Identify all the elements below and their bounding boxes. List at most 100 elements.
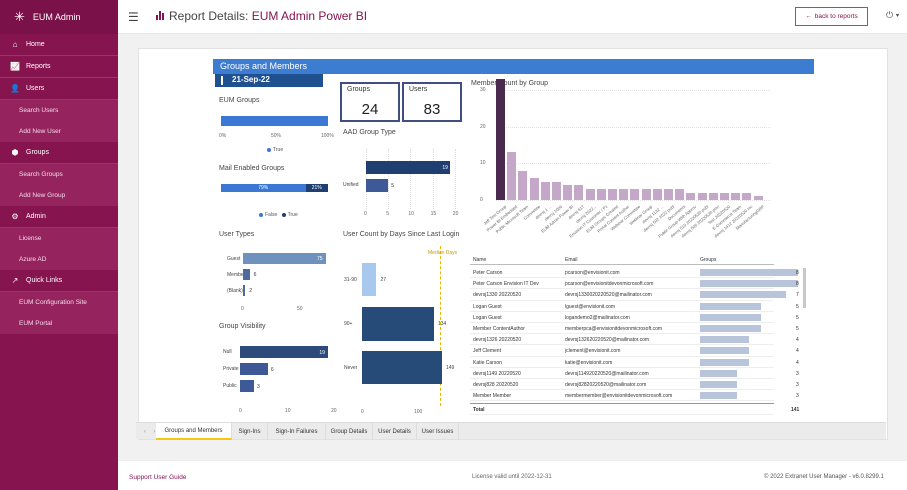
mc-bar[interactable]: [574, 185, 584, 200]
mc-bar[interactable]: [675, 189, 685, 200]
sidebar-item-eum-configuration-site[interactable]: EUM Configuration Site: [0, 292, 118, 313]
mc-bar[interactable]: [742, 192, 752, 200]
sidebar-item-reports[interactable]: 📈 Reports: [0, 56, 118, 78]
sidebar-item-eum-portal[interactable]: EUM Portal: [0, 313, 118, 334]
tab-user-issues[interactable]: User Issues: [417, 423, 459, 440]
days-bar[interactable]: [362, 307, 434, 341]
aad-tick: 15: [430, 211, 437, 217]
table-cell-email: pcarson@envisionitdevonmicrosoft.com: [565, 281, 654, 288]
visibility-tick: 10: [285, 408, 291, 414]
user-guide-link[interactable]: User Guide: [153, 474, 187, 481]
aad-bar[interactable]: [366, 179, 389, 192]
table-row[interactable]: devrsj1330 20220520 devrsj1330020220520@m…: [470, 289, 799, 301]
mc-bar[interactable]: [496, 79, 505, 200]
table-row[interactable]: devrsj828 20220520 devrsj82820220520@mail…: [470, 379, 799, 391]
table-row[interactable]: Member Member membermember@envisionitdevo…: [470, 390, 799, 402]
tab-group-details[interactable]: Group Details: [326, 423, 373, 440]
sidebar-item-azure-ad[interactable]: Azure AD: [0, 249, 118, 270]
aad-gridline: [454, 149, 456, 209]
tab-sign-ins[interactable]: Sign-Ins: [232, 423, 268, 440]
table-row[interactable]: devrsj1326 20220520 devrsj132620220520@ma…: [470, 334, 799, 346]
mc-bar[interactable]: [697, 192, 707, 200]
back-to-reports-button[interactable]: ← back to reports: [795, 7, 868, 26]
days-bar[interactable]: [362, 263, 377, 296]
table-row[interactable]: Katie Carson katie@envisionit.com 4: [470, 357, 799, 368]
tab-groups-and-members[interactable]: Groups and Members: [156, 423, 232, 440]
table-header[interactable]: Groups: [700, 257, 717, 263]
table-cell-email: devrsj1330020220520@mailinator.com: [565, 292, 652, 299]
mc-bar[interactable]: [529, 178, 539, 200]
eum-groups-bar[interactable]: [221, 116, 328, 126]
mc-bar[interactable]: [540, 181, 550, 200]
sidebar-item-groups[interactable]: ⬢ Groups: [0, 142, 118, 164]
groups-kpi-card[interactable]: Groups 24: [340, 82, 400, 122]
mc-bar[interactable]: [686, 192, 696, 200]
table-scrollbar[interactable]: [803, 268, 806, 308]
aad-bar[interactable]: [366, 161, 451, 174]
table-row[interactable]: Peter Carson Envision IT Dev pcarson@envi…: [470, 278, 799, 290]
tab-prev-icon[interactable]: ‹: [144, 428, 146, 435]
visibility-bar[interactable]: [240, 346, 329, 358]
mc-bar[interactable]: [608, 189, 617, 200]
table-row[interactable]: Member ContentAuthor memberpca@envisionit…: [470, 323, 799, 335]
tab-user-details[interactable]: User Details: [373, 423, 417, 440]
visibility-bar[interactable]: [240, 363, 268, 375]
mail-true-bar[interactable]: 21%: [305, 184, 328, 192]
mc-bar[interactable]: [630, 189, 640, 200]
users-kpi-card[interactable]: Users 83: [402, 82, 462, 122]
table-row[interactable]: Jeff Clement jclement@envisionit.com 4: [470, 345, 799, 357]
sidebar-item-license[interactable]: License: [0, 228, 118, 249]
visibility-value: 6: [270, 367, 274, 373]
table-cell-name: devrsj1326 20220520: [473, 337, 522, 344]
mc-bar[interactable]: [563, 185, 573, 200]
groups-kpi-label: Groups: [347, 86, 370, 93]
eum-legend-label: True: [273, 147, 284, 153]
table-row[interactable]: Peter Carson pcarson@envisionit.com 8: [470, 267, 799, 279]
sidebar-item-quick-links[interactable]: ↗ Quick Links: [0, 270, 118, 292]
mc-bar[interactable]: [641, 189, 651, 200]
hamburger-menu-icon[interactable]: ☰: [128, 10, 139, 24]
mc-bar[interactable]: [731, 192, 741, 200]
table-row[interactable]: devrsj1149 20220520 devrsj114920220520@ma…: [470, 368, 799, 379]
mc-bar[interactable]: [708, 192, 718, 200]
table-row[interactable]: Logan Guest lguest@envisionit.com 5: [470, 301, 799, 312]
sidebar-item-search-groups[interactable]: Search Groups: [0, 164, 118, 185]
mc-bar[interactable]: [619, 189, 629, 200]
mc-bar[interactable]: [596, 189, 606, 200]
sidebar-item-label: Home: [26, 41, 45, 48]
sidebar-item-admin[interactable]: ⚙ Admin: [0, 206, 118, 228]
home-icon: ⌂: [12, 40, 18, 49]
table-cell-groups: 7: [796, 292, 799, 299]
sidebar-item-add-new-group[interactable]: Add New Group: [0, 185, 118, 206]
mc-bar[interactable]: [552, 181, 561, 200]
mail-false-bar[interactable]: 79%: [221, 184, 306, 192]
support-link[interactable]: Support: [129, 474, 152, 481]
table-cell-email: lguest@envisionit.com: [565, 303, 616, 310]
user-type-bar[interactable]: [243, 269, 250, 280]
table-header[interactable]: Name: [473, 257, 487, 263]
app-header[interactable]: ✳ EUM Admin: [0, 0, 118, 34]
mc-bar[interactable]: [652, 189, 662, 200]
table-header[interactable]: Email: [565, 257, 578, 263]
mc-bar[interactable]: [720, 192, 729, 200]
tab-sign-in-failures[interactable]: Sign-In Failures: [268, 423, 326, 440]
sidebar-item-users[interactable]: 👤 Users: [0, 78, 118, 100]
sidebar-item-add-new-user[interactable]: Add New User: [0, 121, 118, 142]
mc-bar[interactable]: [518, 170, 528, 200]
user-type-category: Guest: [227, 256, 241, 262]
days-value: 149: [446, 364, 455, 371]
table-row[interactable]: Logan Guest logandemo2@mailinator.com 5: [470, 312, 799, 323]
mc-bar[interactable]: [753, 196, 763, 200]
days-bar[interactable]: [362, 351, 442, 384]
sidebar-item-search-users[interactable]: Search Users: [0, 100, 118, 121]
table-cell-email: logandemo2@mailinator.com: [565, 314, 630, 321]
user-type-bar[interactable]: [243, 285, 246, 296]
sidebar-item-home[interactable]: ⌂ Home: [0, 34, 118, 56]
user-type-bar[interactable]: [243, 253, 326, 264]
table-cell-name: Member Member: [473, 393, 512, 400]
visibility-bar[interactable]: [240, 380, 254, 392]
mc-bar[interactable]: [664, 189, 673, 200]
power-icon[interactable]: ⏻ ▾: [886, 10, 900, 20]
mc-bar[interactable]: [507, 152, 517, 200]
mc-bar[interactable]: [585, 189, 595, 200]
